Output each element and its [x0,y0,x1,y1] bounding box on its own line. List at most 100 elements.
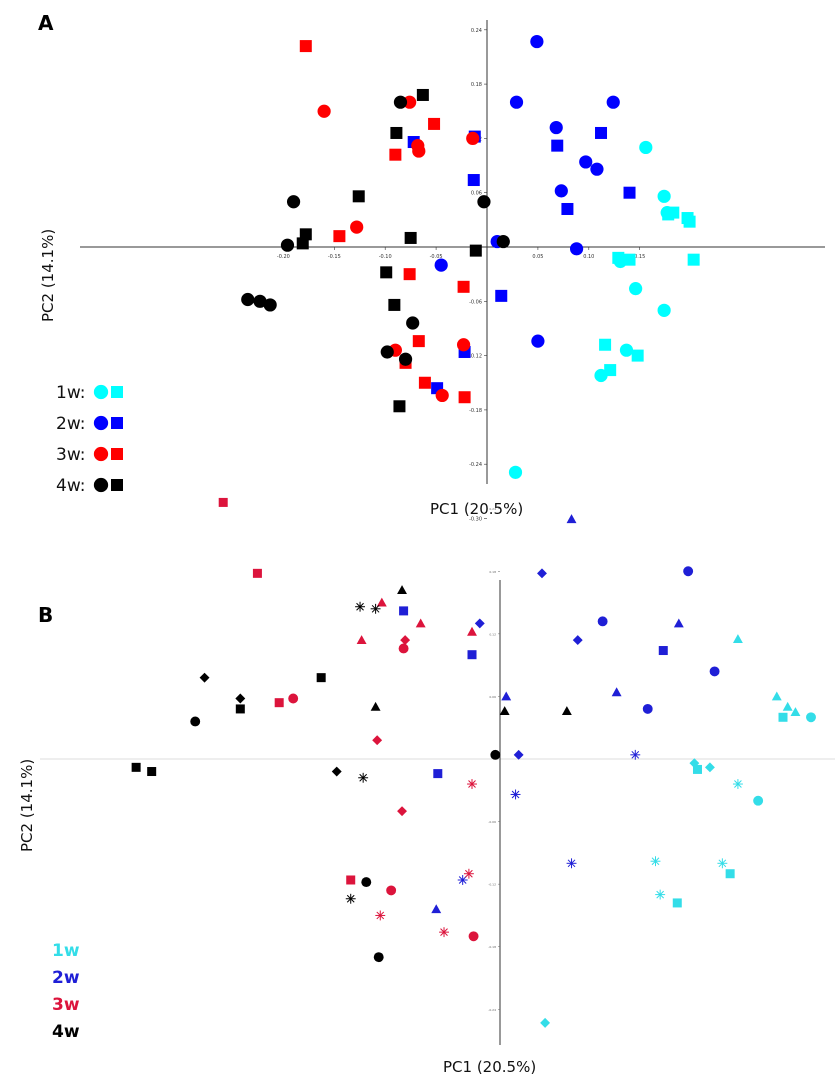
panel-b-point-2w-star [457,875,468,885]
panel-b-point-3w-triangle [415,618,426,628]
panel-b-y-axis-title: PC2 (14.1%) [18,759,36,852]
panel-a-x-tick-label: -0.05 [430,254,443,260]
panel-a-legend-square-marker [111,386,123,398]
panel-a-y-tick-label: 0.06 [471,191,482,197]
panel-b-point-2w-diamond [572,635,583,646]
panel-a-point-1w-square [631,349,644,362]
panel-b-point-2w-circle [642,703,653,714]
panel-a-point-2w-circle [434,258,448,272]
panel-a-legend-circle-marker [93,415,109,431]
panel-a-point-2w-circle [579,155,593,169]
panel-a-point-3w-square [412,335,425,348]
panel-b-point-2w-triangle [673,618,684,628]
panel-a-point-1w-square [604,364,617,377]
panel-b-y-tick-label: 0.12 [489,632,496,636]
panel-a-point-2w-square [495,289,508,302]
panel-a-point-4w-circle [263,298,277,312]
panel-a-legend-circle-marker [93,384,109,400]
panel-a-point-1w-circle [657,303,671,317]
panel-a-point-3w-square [333,230,346,243]
panel-a-point-3w-circle [466,131,480,145]
panel-a-point-4w-square [390,126,403,139]
panel-a-y-axis-title: PC2 (14.1%) [39,229,57,322]
panel-b-point-4w-star [355,601,365,612]
panel-a-point-2w-square [467,174,480,187]
panel-b-point-1w-star [650,856,661,867]
panel-b-point-1w-square [725,869,735,879]
panel-b-y-tick-label: -0.24 [488,1008,496,1012]
panel-b-point-4w-diamond [235,693,246,704]
panel-b-point-3w-triangle [376,597,387,607]
panel-a-y-tick-label: 0.24 [471,28,482,34]
panel-b-point-4w-square [131,762,141,772]
panel-a-point-3w-circle [350,220,364,234]
panel-b-point-2w-circle [683,566,694,577]
panel-b-y-tick-label: 0.24 [489,507,496,511]
panel-b-point-2w-square [433,769,443,779]
panel-a-point-1w-square [612,251,625,264]
panel-a-point-3w-square [458,391,471,404]
panel-a-legend-square-marker [111,448,123,460]
panel-b-point-2w-star [630,749,641,760]
panel-a-point-2w-square [551,139,564,152]
panel-b-label: B [38,603,53,627]
panel-b-point-1w-diamond [540,1017,551,1028]
panel-a-point-4w-circle [241,292,255,307]
panel-a-point-4w-square [404,231,417,244]
panel-b-point-4w-square [147,767,157,777]
panel-a-point-2w-circle [530,34,544,49]
panel-a-point-1w-square [623,253,636,266]
panel-b-point-4w-square [316,673,326,683]
panel-a-point-2w-circle [590,162,604,176]
panel-a-point-3w-circle [317,104,331,118]
panel-b-point-1w-triangle [790,707,801,717]
panel-a-point-3w-square [457,280,470,293]
panel-a-legend: 1w: 2w: 3w: 4w: [56,383,123,496]
panel-b-point-3w-circle [288,693,299,704]
panel-a-point-4w-square [352,190,365,203]
panel-a-x-tick-label: 0.15 [634,254,645,260]
panel-a-point-3w-square [418,376,431,389]
panel-a-y-tick-label: 0.18 [471,82,482,88]
panel-b-point-4w-triangle [499,706,510,715]
panel-b-point-3w-star [439,927,449,938]
panel-a-y-tick-label: -0.12 [469,354,482,360]
panel-a-point-1w-square [599,338,612,351]
panel-b-point-1w-circle [753,795,764,806]
panel-b-point-1w-star [732,779,743,789]
panel-a-point-3w-square [403,268,416,281]
panel-a-point-2w-circle [554,184,568,198]
panel-a-point-4w-square [416,88,429,101]
panel-b-point-4w-square [235,704,245,714]
panel-a-point-4w-circle [253,294,267,308]
panel-b-point-3w-circle [468,931,479,942]
panel-b-point-1w-square [778,712,788,722]
panel-a-point-3w-circle [412,144,426,158]
panel-b-x-axis-title: PC1 (20.5%) [443,1058,536,1076]
panel-b-point-2w-triangle [566,514,577,524]
panel-b-point-3w-diamond [397,806,407,817]
panel-b-point-4w-triangle [561,706,572,715]
panel-b-legend: 1w 2w 3w 4w [52,941,80,1042]
panel-a-point-4w-square [393,400,406,413]
panel-a-x-tick-label: 0.05 [532,254,543,260]
panel-b-point-1w-diamond [704,762,715,773]
panel-b-y-tick-label: 0.06 [489,695,496,699]
panel-a-legend-circle-marker [93,446,109,462]
panel-b-point-2w-star [510,789,521,800]
panel-b-point-3w-square [274,698,284,708]
panel-b-point-2w-diamond [474,618,485,629]
panel-a-point-1w-square [683,215,696,228]
panel-b-point-3w-diamond [372,735,383,746]
panel-b-scatter: B 0.24 0.18 0.12 0.06 -0.06 -0.12 -0.18 -0.24 P… [18,497,835,1076]
panel-a-y-tick-label: -0.06 [469,299,482,305]
panel-a-point-4w-square [299,228,312,241]
panel-a-point-4w-circle [393,95,408,109]
panel-a-y-tick-label: -0.18 [469,408,482,414]
panel-a-legend-label: 1w: [56,383,86,403]
panel-b-point-3w-square [346,875,356,885]
panel-b-point-4w-star [345,893,356,904]
panel-a-point-4w-circle [406,316,420,330]
panel-a-point-1w-circle [508,465,523,479]
